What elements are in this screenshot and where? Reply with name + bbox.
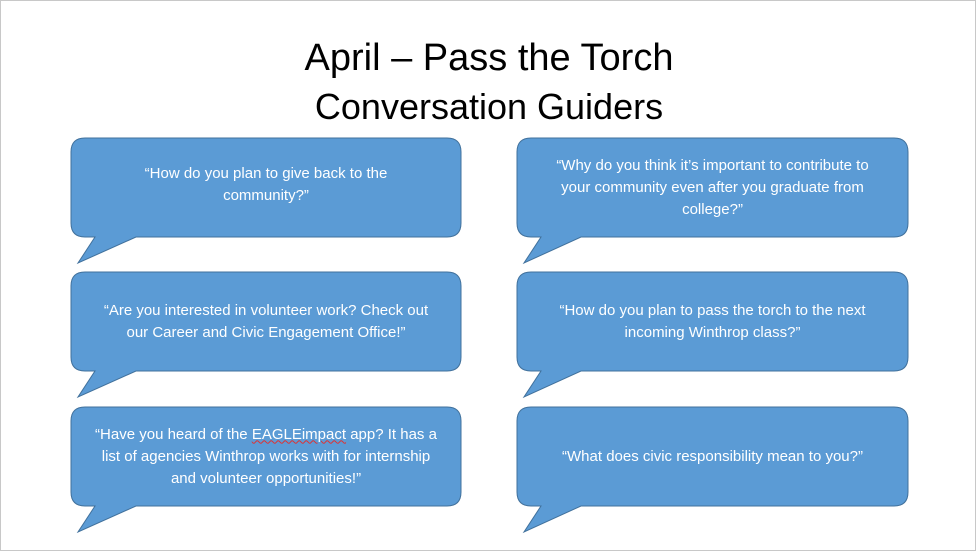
slide-title[interactable]: April – Pass the Torch: [304, 37, 674, 79]
callout-text-left-2[interactable]: “Are you interested in volunteer work? C…: [85, 272, 447, 371]
callout-text-right-1[interactable]: “Why do you think it’s important to cont…: [531, 138, 894, 237]
callout-quote: “Are you interested in volunteer work? C…: [103, 301, 429, 341]
callout-text-right-3[interactable]: “What does civic responsibility mean to …: [531, 407, 894, 506]
callout-shape-right-1[interactable]: [516, 137, 909, 265]
callout-text-right-2[interactable]: “How do you plan to pass the torch to th…: [531, 272, 894, 371]
callout-quote: “What does civic responsibility mean to …: [562, 447, 863, 465]
slide-subtitle[interactable]: Conversation Guiders: [314, 86, 664, 127]
callout-quote: “How do you plan to give back to the com…: [144, 165, 388, 204]
callout-text-left-1[interactable]: “How do you plan to give back to the com…: [111, 138, 421, 232]
callout-shape-right-3[interactable]: [516, 406, 909, 534]
callout-shape-left-3[interactable]: [70, 406, 462, 534]
callout-shape-left-2[interactable]: [70, 271, 462, 399]
callout-quote: “How do you plan to pass the torch to th…: [559, 301, 866, 341]
callout-quote: “Why do you think it’s important to cont…: [556, 156, 869, 218]
callout-shape-right-2[interactable]: [516, 271, 909, 399]
callout-text-left-3[interactable]: “Have you heard of the EAGLEimpact app? …: [85, 407, 447, 506]
callout-quote-start: “Have you heard of the: [95, 425, 252, 443]
callout-quote-end: app? It has a list of agencies Winthrop …: [101, 425, 437, 487]
callout-quote: “Have you heard of the EAGLEimpact app? …: [95, 424, 437, 490]
spellcheck-flagged-word: EAGLEimpact: [251, 425, 347, 443]
callout-shape-left-1[interactable]: [70, 137, 462, 265]
